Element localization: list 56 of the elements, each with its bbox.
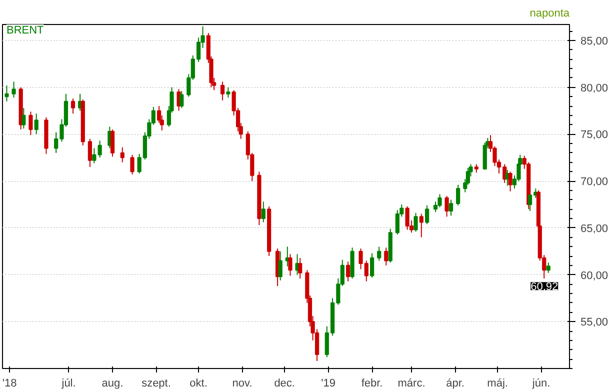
candlestick <box>346 261 350 282</box>
y-tick-label: 60,00 <box>580 270 608 282</box>
candlestick <box>110 128 115 158</box>
candlestick <box>180 90 184 108</box>
x-tick-label: dec. <box>274 378 295 390</box>
candlestick <box>405 206 410 230</box>
candlestick <box>370 252 374 278</box>
candlestick <box>482 142 487 170</box>
candlestick <box>130 154 134 175</box>
candlestick <box>419 213 424 238</box>
candlestick <box>377 246 382 262</box>
candlestick <box>508 171 512 192</box>
y-tick-label: 65,00 <box>580 222 608 235</box>
candlestick <box>414 212 418 232</box>
candlestick <box>22 107 26 130</box>
x-tick-label: febr. <box>361 378 383 390</box>
x-tick-label: '18 <box>2 378 17 390</box>
candlestick <box>288 254 292 276</box>
y-tick-label: 70,00 <box>580 176 608 188</box>
chart-title: BRENT <box>6 24 44 36</box>
candlestick <box>424 204 430 225</box>
x-tick-label: nov. <box>232 378 252 390</box>
candlestick <box>261 201 266 223</box>
candlestick <box>384 247 388 266</box>
candlestick <box>92 148 96 164</box>
candlestick <box>98 140 102 158</box>
x-tick-label: aug. <box>102 378 124 390</box>
candlestick <box>70 98 76 114</box>
x-tick-label: jún. <box>531 378 550 390</box>
candlestick <box>456 184 460 206</box>
candlestick <box>4 84 9 102</box>
chart-subtitle: naponta <box>530 8 570 20</box>
x-tick-label: okt. <box>190 378 208 390</box>
x-tick-label: ápr. <box>446 378 464 390</box>
candlestick <box>444 196 449 218</box>
y-tick-label: 75,00 <box>580 129 608 142</box>
candlestick <box>220 81 225 101</box>
x-tick-label: márc. <box>398 378 426 390</box>
y-tick-label: 80,00 <box>580 82 608 94</box>
candlestick <box>438 194 442 208</box>
candlestick <box>12 81 16 98</box>
candlestick <box>278 250 282 281</box>
y-tick-label: 55,00 <box>580 316 608 329</box>
candlestick <box>546 262 550 274</box>
candlestick <box>120 146 124 163</box>
x-tick-label: máj. <box>487 378 508 390</box>
candlestick <box>34 113 38 135</box>
candlestick <box>298 257 302 280</box>
x-tick-label: '19 <box>321 378 336 390</box>
x-tick-label: júl. <box>60 378 76 390</box>
candlestick <box>88 138 92 168</box>
candlestick <box>226 86 230 98</box>
candlestick <box>448 199 454 216</box>
candlestick <box>28 111 33 136</box>
x-tick-label: szept. <box>142 378 171 390</box>
y-tick-label: 85,00 <box>580 35 608 48</box>
